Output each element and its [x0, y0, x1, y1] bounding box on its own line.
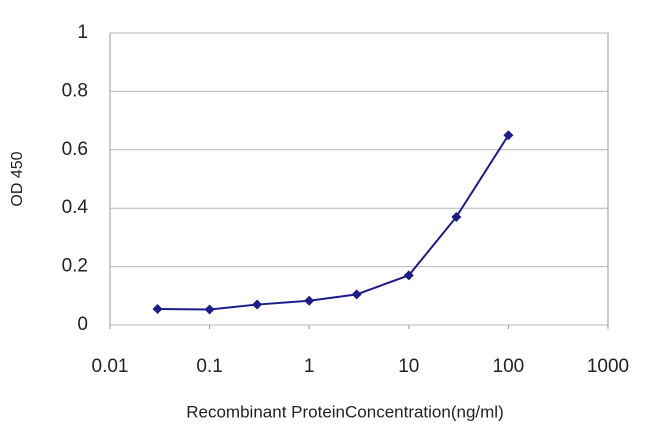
plot-frame: [109, 32, 609, 326]
y-tick-label: 0: [77, 314, 88, 335]
x-tick-label: 1: [304, 356, 315, 377]
x-tick-label: 10: [398, 356, 419, 377]
series-line: [157, 134, 510, 311]
y-tick-label: 0.6: [62, 139, 88, 160]
y-tick-label: 0.2: [62, 256, 88, 277]
y-tick-label: 0.8: [62, 80, 88, 101]
x-axis-label: Recombinant ProteinConcentration(ng/ml): [186, 402, 504, 421]
x-tick-label: 100: [493, 356, 525, 377]
x-tick-label: 1000: [587, 356, 629, 377]
y-axis-label: OD 450: [9, 151, 26, 206]
data-point: [451, 211, 462, 222]
data-point: [204, 304, 215, 315]
data-point: [503, 130, 514, 141]
data-point: [403, 270, 414, 281]
data-point: [152, 303, 163, 314]
x-tick-label: 0.1: [196, 356, 222, 377]
y-tick-label: 0.4: [62, 197, 89, 218]
data-point: [351, 289, 362, 300]
data-point: [304, 295, 315, 306]
data-point: [252, 299, 263, 310]
x-tick-label: 0.01: [92, 356, 129, 377]
y-tick-label: 1: [77, 22, 88, 43]
